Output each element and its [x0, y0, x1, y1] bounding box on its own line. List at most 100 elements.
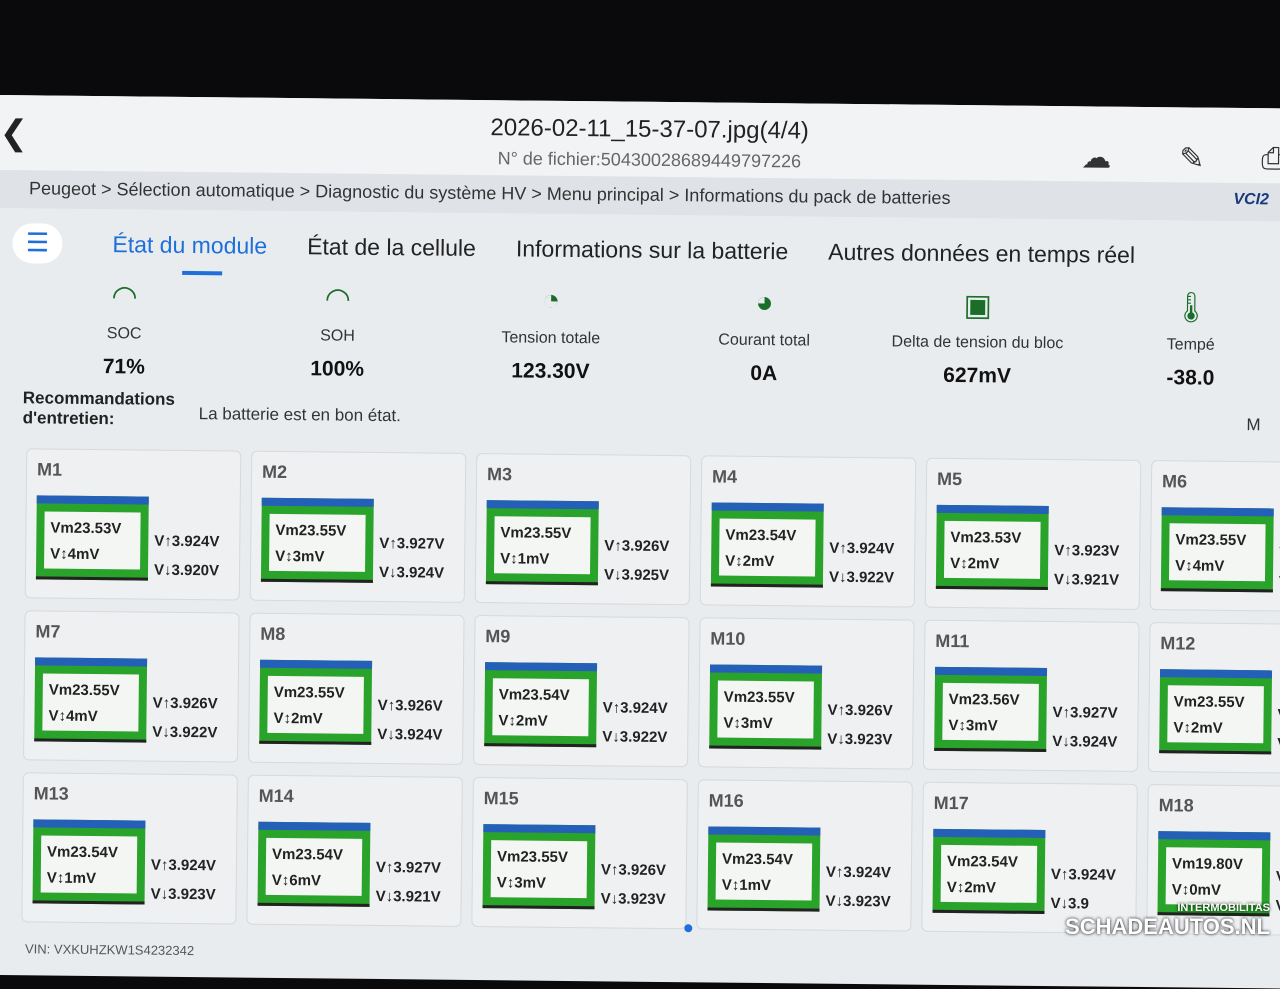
battery-icon: Vm23.53V V↕4mV [35, 495, 149, 581]
module-voltage: Vm23.54V [721, 850, 794, 869]
battery-icon: Vm23.55V V↕4mV [1160, 507, 1274, 593]
thermometer-icon: 🌡 [1171, 291, 1211, 325]
module-voltage: Vm23.55V [273, 683, 345, 702]
module-name: M17 [933, 792, 969, 814]
tab-module-state[interactable]: État du module [112, 230, 268, 259]
module-delta: V↕1mV [721, 876, 772, 895]
cloud-upload-icon[interactable]: ☁ [1081, 141, 1112, 175]
gauge-value: 0A [750, 361, 778, 386]
module-card[interactable]: M15 Vm23.55V V↕3mV V↑3.926V V↓3.923V [471, 776, 688, 930]
cell-max-voltage: V [1275, 868, 1280, 886]
battery-icon: Vm23.55V V↕3mV [482, 824, 596, 910]
module-card[interactable]: M2 Vm23.55V V↕3mV V↑3.927V V↓3.924V [249, 450, 467, 603]
module-delta: V↕3mV [496, 874, 547, 892]
cell-max-voltage: V↑3.926V [377, 696, 443, 715]
battery-icon: Vm23.55V V↕4mV [34, 657, 148, 743]
cell-min-voltage: V↓3.923V [600, 890, 666, 909]
cell-min-voltage: V↓3.924V [1052, 733, 1118, 751]
gauge-arc-icon: ◠ [324, 282, 352, 316]
module-delta: V↕1mV [46, 869, 97, 888]
module-delta: V↕3mV [723, 714, 773, 733]
cell-min-voltage: V↓3.921V [1053, 571, 1120, 589]
gauge-value: 123.30V [511, 359, 590, 384]
battery-icon: Vm23.54V V↕1mV [707, 826, 821, 912]
module-card[interactable]: M9 Vm23.54V V↕2mV V↑3.924V V↓3.922V [473, 614, 690, 768]
module-voltage: Vm23.53V [950, 528, 1022, 547]
cell-max-voltage: V↑3.923V [1054, 542, 1120, 560]
menu-icon[interactable]: ☰ [12, 223, 63, 264]
battery-icon: Vm23.55V V↕2mV [259, 659, 373, 745]
maintenance-label: Recommandations d'entretien: [22, 388, 176, 429]
gauge-label: Tempé [1166, 336, 1215, 354]
module-delta: V↕2mV [725, 552, 775, 571]
vin-text: VIN: VXKUHZKW1S4232342 [24, 941, 195, 959]
battery-icon: Vm23.54V V↕2mV [932, 828, 1046, 914]
module-voltage: Vm19.80V [1171, 855, 1243, 874]
module-name: M12 [1160, 633, 1196, 654]
edit-pencil-icon[interactable]: ✎ [1179, 142, 1205, 176]
cell-max-voltage: V↑3.924V [825, 863, 892, 882]
module-card[interactable]: M14 Vm23.54V V↕6mV V↑3.927V V↓3.921V [246, 774, 463, 927]
gauge-item: ◔ Tension totale 123.30V [444, 283, 658, 395]
cell-min-voltage: V [1275, 897, 1280, 915]
module-voltage: Vm23.53V [50, 519, 122, 538]
watermark-main: SCHADEAUTOS.NL [1065, 914, 1270, 939]
module-card[interactable]: M10 Vm23.55V V↕3mV V↑3.926V V↓3.923V [697, 617, 915, 770]
module-card[interactable]: M1 Vm23.53V V↕4mV V↑3.924V V↓3.920V [24, 448, 242, 601]
module-card[interactable]: M8 Vm23.55V V↕2mV V↑3.926V V↓3.924V [248, 612, 465, 765]
battery-icon: Vm23.55V V↕3mV [260, 497, 374, 583]
module-delta: V↕2mV [273, 709, 323, 728]
cell-min-voltage: V↓3.922V [152, 723, 218, 742]
module-voltage: Vm23.54V [946, 852, 1019, 871]
module-card[interactable]: M4 Vm23.54V V↕2mV V↑3.924V V↓3.922V [699, 455, 917, 608]
page-indicator [684, 924, 693, 933]
gauge-label: Delta de tension du bloc [891, 333, 1064, 353]
module-delta: V↕4mV [48, 707, 98, 726]
module-card[interactable]: M5 Vm23.53V V↕2mV V↑3.923V V↓3.921V [924, 457, 1142, 610]
module-name: M3 [486, 464, 513, 485]
cell-min-voltage: V↓3.921V [375, 887, 441, 906]
module-card[interactable]: M16 Vm23.54V V↕1mV V↑3.924V V↓3.923V [696, 779, 913, 932]
module-card[interactable]: M13 Vm23.54V V↕1mV V↑3.924V V↓3.923V [21, 772, 238, 925]
tab-realtime-data[interactable]: Autres données en temps réel [828, 238, 1136, 268]
gauge-value: 71% [102, 355, 145, 379]
module-voltage: Vm23.55V [496, 848, 569, 866]
gauge-label: SOH [320, 327, 355, 345]
module-card[interactable]: M11 Vm23.56V V↕3mV V↑3.927V V↓3.924V [922, 619, 1140, 772]
cell-max-voltage: V↑3.924V [602, 699, 668, 718]
watermark-top: INTERMOBILITAS [1177, 902, 1270, 914]
gauge-item: ◠ SOC 71% [17, 278, 231, 390]
tab-bar: ☰ État du module État de la cellule Info… [0, 208, 1280, 292]
module-name: M4 [711, 466, 738, 487]
gauge-value: 627mV [943, 363, 1012, 388]
tab-battery-info[interactable]: Informations sur la batterie [515, 234, 789, 264]
module-card[interactable]: M7 Vm23.55V V↕4mV V↑3.926V V↓3.922V [23, 610, 240, 763]
module-card[interactable]: M12 Vm23.55V V↕2mV V V [1147, 622, 1280, 775]
cell-min-voltage: V↓3.922V [602, 728, 668, 747]
module-name: M7 [35, 621, 61, 642]
more-link[interactable]: M [1246, 415, 1261, 435]
module-voltage: Vm23.54V [271, 845, 344, 864]
module-delta: V↕4mV [50, 545, 100, 564]
module-voltage: Vm23.54V [725, 526, 797, 545]
module-name: M18 [1158, 795, 1194, 816]
module-voltage: Vm23.54V [46, 843, 119, 862]
module-grid: M1 Vm23.53V V↕4mV V↑3.924V V↓3.920V M2 Vm23.55… [0, 448, 1280, 937]
module-voltage: Vm23.55V [275, 521, 347, 540]
print-icon[interactable]: ⎙ [1261, 142, 1280, 176]
battery-icon: Vm23.54V V↕6mV [257, 821, 371, 907]
title-bar: ❮ 2026-02-11_15-37-07.jpg(4/4) N° de fic… [0, 95, 1280, 184]
cell-max-voltage: V↑3.924V [1050, 866, 1117, 884]
watermark-logo: INTERMOBILITAS SCHADEAUTOS.NL [1065, 902, 1270, 940]
battery-icon: Vm23.55V V↕2mV [1159, 669, 1273, 755]
module-card[interactable]: M3 Vm23.55V V↕1mV V↑3.926V V↓3.925V [474, 453, 692, 606]
ammeter-icon: ◕ [755, 285, 774, 320]
cell-max-voltage: V↑3.926V [152, 694, 218, 713]
module-name: M2 [261, 461, 288, 483]
module-delta: V↕0mV [1171, 881, 1222, 899]
cell-max-voltage: V↑3.926V [827, 701, 893, 720]
tab-cell-state[interactable]: État de la cellule [307, 232, 477, 261]
gauge-label: Tension totale [501, 329, 601, 348]
cell-min-voltage: V↓3.923V [825, 892, 891, 911]
